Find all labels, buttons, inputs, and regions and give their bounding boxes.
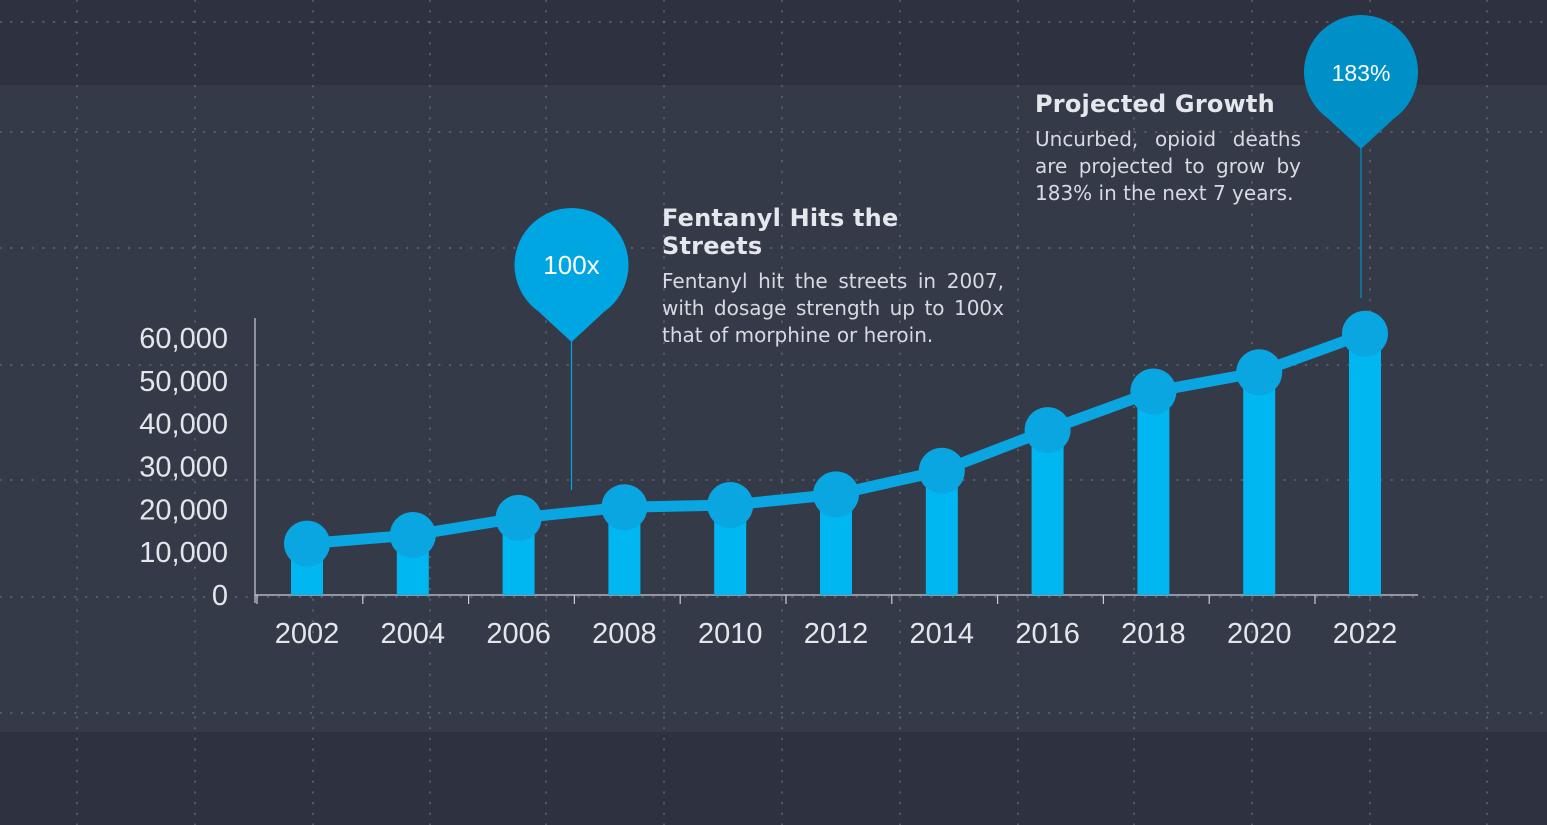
annotation-projected-growth: Projected Growth Uncurbed, opioid deaths… [1035, 90, 1301, 207]
bar-2020 [1243, 372, 1276, 595]
y-tick-label: 50,000 [139, 366, 228, 398]
marker-2004 [389, 512, 436, 559]
x-tick-label: 2014 [910, 618, 975, 650]
marker-2006 [495, 494, 542, 541]
x-tick-label: 2012 [804, 618, 869, 650]
background-panel [0, 85, 1547, 732]
x-tick-label: 2010 [698, 618, 763, 650]
x-tick-label: 2006 [486, 618, 551, 650]
marker-2008 [601, 484, 648, 531]
marker-2022 [1342, 310, 1388, 357]
markers [284, 310, 1388, 567]
pin-fentanyl [514, 208, 629, 342]
x-tick-label: 2008 [592, 618, 657, 650]
background-band-bottom [0, 732, 1547, 825]
background-band-top [0, 0, 1547, 85]
x-tick-label: 2016 [1015, 618, 1080, 650]
bar-2022 [1349, 333, 1381, 595]
bar-2018 [1137, 391, 1170, 595]
marker-2002 [284, 520, 330, 567]
marker-2014 [918, 447, 965, 494]
marker-2016 [1024, 407, 1071, 454]
y-tick-label: 10,000 [139, 537, 228, 569]
annotation-heading: Projected Growth [1035, 90, 1275, 118]
x-tick-label: 2004 [381, 618, 446, 650]
bar-2016 [1031, 430, 1064, 595]
marker-2012 [813, 471, 859, 518]
x-tick-label: 2002 [275, 618, 340, 650]
marker-2010 [707, 482, 754, 529]
x-tick-label: 2018 [1121, 618, 1186, 650]
tick-labels: 0 10,000 20,000 30,000 40,000 50,000 60,000 200… [139, 323, 1397, 650]
annotation-fentanyl: Fentanyl Hits the Streets Fentanyl hit t… [662, 204, 1004, 349]
pin-badge-fentanyl: 100x [543, 250, 599, 280]
callout-lines [570, 145, 1362, 490]
x-tick-label: 2022 [1333, 618, 1398, 650]
x-tick-label: 2020 [1227, 618, 1292, 650]
pins: 100x 183% [514, 15, 1418, 342]
annotation-heading: Fentanyl Hits the Streets [662, 204, 899, 260]
pin-badge-growth: 183% [1332, 60, 1391, 86]
marker-2018 [1130, 368, 1177, 415]
marker-2020 [1236, 349, 1283, 396]
y-tick-label: 60,000 [139, 323, 228, 355]
y-tick-label: 20,000 [139, 494, 228, 526]
annotation-text: Uncurbed, opioid deaths are projected to… [1035, 127, 1301, 205]
y-tick-label: 0 [212, 580, 228, 612]
annotation-text: Fentanyl hit the streets in 2007, with d… [662, 269, 1004, 347]
y-tick-label: 40,000 [139, 409, 228, 441]
y-tick-label: 30,000 [139, 452, 228, 484]
pin-growth [1304, 15, 1418, 149]
